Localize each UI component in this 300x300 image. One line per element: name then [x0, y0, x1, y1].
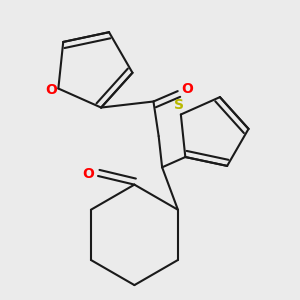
Text: O: O: [45, 83, 57, 97]
Text: O: O: [82, 167, 94, 181]
Text: S: S: [174, 98, 184, 112]
Text: O: O: [182, 82, 193, 96]
